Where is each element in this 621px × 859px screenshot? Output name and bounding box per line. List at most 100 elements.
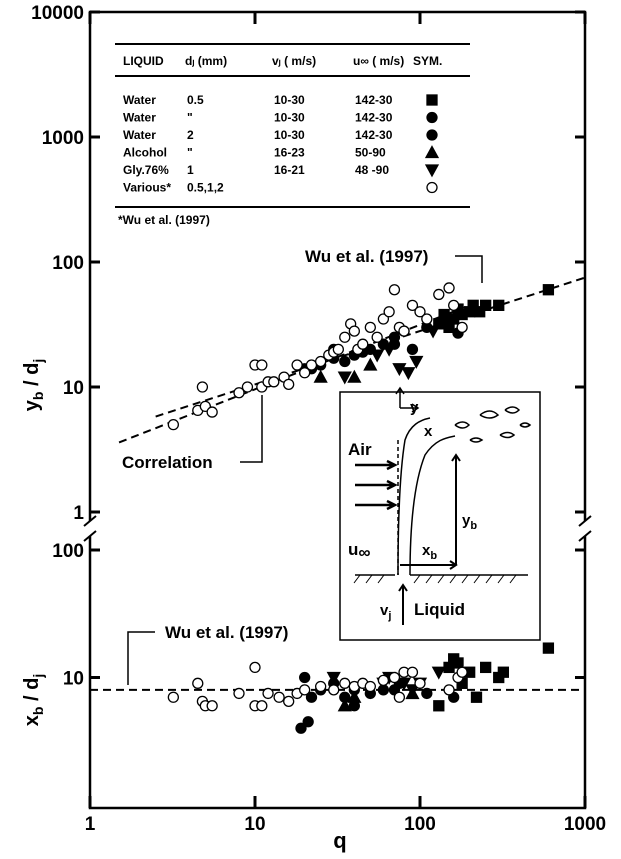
point xyxy=(256,359,268,371)
point xyxy=(388,284,401,296)
legend-symbol xyxy=(424,145,440,159)
point xyxy=(192,677,204,689)
point xyxy=(256,700,268,712)
point xyxy=(443,684,455,696)
legend-cell: 50-90 xyxy=(355,146,386,160)
y-tick-label: 10 xyxy=(63,378,84,399)
point xyxy=(295,722,307,734)
point xyxy=(456,321,468,334)
fit-line xyxy=(118,304,471,444)
point xyxy=(315,680,327,693)
point xyxy=(370,349,385,363)
point xyxy=(467,299,479,311)
point xyxy=(302,716,314,728)
inset-label: xb xyxy=(422,542,437,562)
point xyxy=(339,331,351,343)
point xyxy=(339,355,351,368)
x-tick-label: 1000 xyxy=(564,814,606,835)
point xyxy=(364,680,376,693)
leader xyxy=(127,631,155,685)
legend-cell: 10-30 xyxy=(274,93,305,107)
point xyxy=(283,695,295,708)
inset-box xyxy=(339,391,541,641)
point xyxy=(337,371,352,385)
point xyxy=(249,661,261,674)
point xyxy=(326,671,341,685)
point xyxy=(470,691,483,703)
point xyxy=(414,677,426,689)
legend-symbol xyxy=(426,94,438,106)
point xyxy=(233,387,245,399)
point xyxy=(443,313,455,325)
leader xyxy=(240,395,263,463)
inset-label: x xyxy=(424,423,433,440)
legend-cell: Water xyxy=(123,111,156,125)
frame xyxy=(83,10,592,810)
legend-cell: Water xyxy=(123,128,156,142)
y-axis-title: yb / dj xyxy=(21,359,46,411)
point xyxy=(233,687,245,700)
point xyxy=(398,325,410,337)
legend-rules xyxy=(115,43,470,208)
point xyxy=(291,359,303,371)
point xyxy=(299,671,311,684)
lower-frame xyxy=(88,536,587,810)
point xyxy=(406,343,419,356)
legend-cell: " xyxy=(187,111,193,125)
legend-cell: Gly.76% xyxy=(123,163,169,177)
point xyxy=(480,661,492,674)
legend-header: LIQUID xyxy=(123,54,164,68)
point xyxy=(315,355,327,368)
y-axis-title: xb / dj xyxy=(21,674,46,726)
hatch xyxy=(353,574,517,584)
point xyxy=(456,666,468,678)
axis-break xyxy=(83,515,592,542)
legend-cell: " xyxy=(187,146,193,160)
legend-cell: 142-30 xyxy=(355,128,393,142)
point xyxy=(433,700,445,712)
annotation: Wu et al. (1997) xyxy=(165,623,288,642)
x-tick-label: 1 xyxy=(85,814,96,835)
point xyxy=(431,666,446,680)
point xyxy=(167,418,179,431)
inset-label: u∞ xyxy=(348,540,371,562)
point xyxy=(421,687,433,700)
y-tick-label: 1000 xyxy=(42,128,84,149)
point xyxy=(377,313,390,325)
point xyxy=(363,357,378,371)
point xyxy=(332,343,344,356)
annotation: Correlation xyxy=(122,453,213,472)
x-tick-label: 10 xyxy=(244,814,265,835)
x-tick-label: 100 xyxy=(404,814,436,835)
point xyxy=(396,677,412,691)
legend-cell: 1 xyxy=(187,163,194,177)
point xyxy=(542,642,555,654)
point xyxy=(493,299,505,311)
point xyxy=(167,691,179,703)
legend-cell: 16-23 xyxy=(274,146,305,160)
point xyxy=(406,666,419,678)
point xyxy=(299,684,311,696)
legend-symbol xyxy=(426,111,438,124)
point xyxy=(542,284,555,296)
point xyxy=(414,306,426,318)
point xyxy=(206,700,218,712)
legend-symbol xyxy=(426,181,438,194)
legend-header: dⱼ (mm) xyxy=(185,54,227,68)
y-tick-label: 100 xyxy=(52,541,84,562)
point xyxy=(371,331,383,343)
point xyxy=(448,299,460,311)
inset-drawing xyxy=(353,386,532,625)
point xyxy=(305,691,318,703)
point xyxy=(433,288,445,301)
inset: y x Air u∞ yb xb vj Liquid xyxy=(339,386,541,641)
point xyxy=(262,687,274,700)
point xyxy=(347,689,362,703)
point xyxy=(421,313,433,325)
legend-cell: 10-30 xyxy=(274,111,305,125)
y-tick-label: 10000 xyxy=(31,3,84,24)
inset-label: vj xyxy=(380,602,391,622)
point xyxy=(443,282,455,294)
point xyxy=(347,369,362,383)
